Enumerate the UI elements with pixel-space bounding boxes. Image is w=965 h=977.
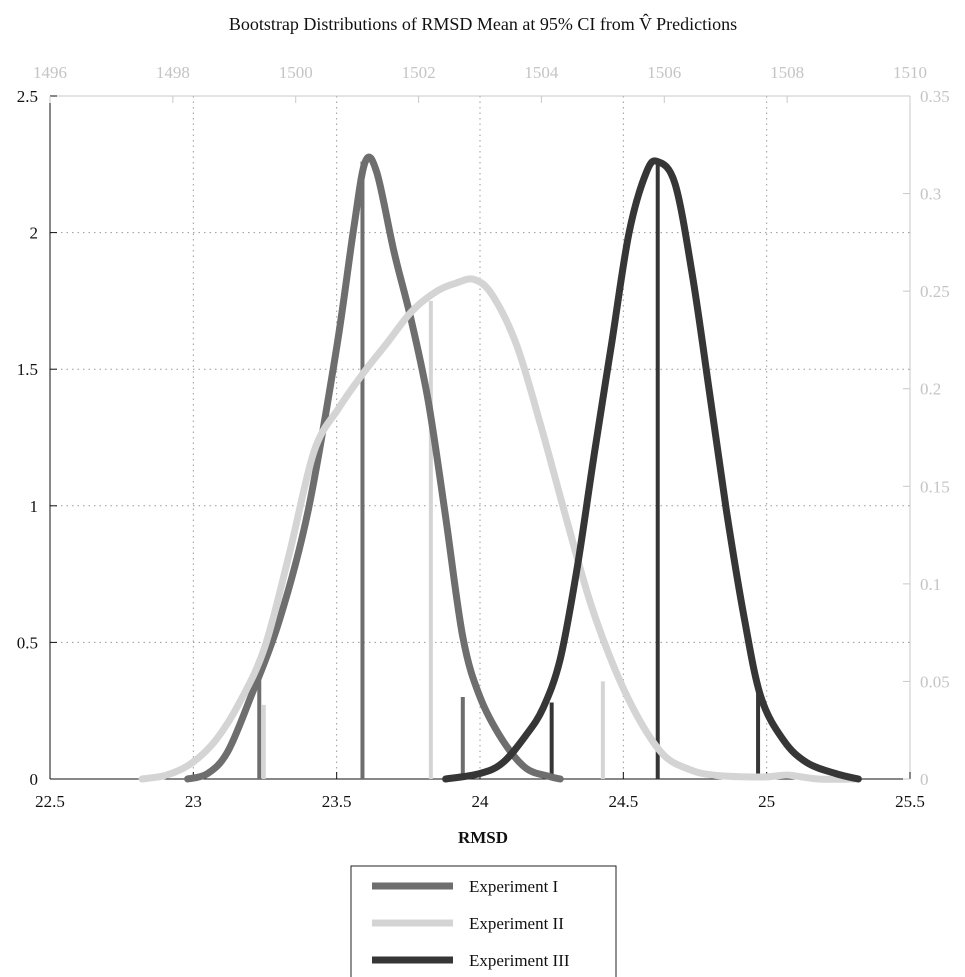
x2-tick-label-7: 1510 xyxy=(893,63,927,82)
y2-tick-label-5: 0.25 xyxy=(920,282,950,301)
grid xyxy=(50,96,910,779)
y-tick-label-2: 1 xyxy=(30,497,39,516)
y-tick-label-0: 0 xyxy=(30,770,39,789)
y2-tick-label-0: 0 xyxy=(920,770,929,789)
y-tick-label-3: 1.5 xyxy=(17,360,38,379)
x-tick-label-5: 25 xyxy=(758,792,775,811)
x-tick-label-3: 24 xyxy=(472,792,490,811)
x-tick-label-6: 25.5 xyxy=(895,792,925,811)
x2-tick-label-2: 1500 xyxy=(279,63,313,82)
x-tick-label-2: 23.5 xyxy=(322,792,352,811)
x-axis-label: RMSD xyxy=(458,828,508,847)
y-tick-label-1: 0.5 xyxy=(17,633,38,652)
series-curve-2 xyxy=(138,275,859,783)
x2-tick-label-6: 1508 xyxy=(770,63,804,82)
x-tick-label-1: 23 xyxy=(185,792,202,811)
legend: Experiment I Experiment II Experiment III xyxy=(350,865,617,977)
x-tick-label-4: 24.5 xyxy=(608,792,638,811)
y2-tick-label-7: 0.35 xyxy=(920,87,950,106)
legend-label-1: Experiment I xyxy=(469,877,559,896)
x-tick-label-0: 22.5 xyxy=(35,792,65,811)
x2-tick-label-1: 1498 xyxy=(156,63,190,82)
y2-tick-label-2: 0.1 xyxy=(920,575,941,594)
y2-tick-label-6: 0.3 xyxy=(920,185,941,204)
series-curves xyxy=(138,153,862,783)
chart-title: Bootstrap Distributions of RMSD Mean at … xyxy=(229,14,737,34)
y2-tick-label-4: 0.2 xyxy=(920,380,941,399)
legend-label-2: Experiment II xyxy=(469,914,564,933)
y-tick-label-5: 2.5 xyxy=(17,87,38,106)
y-tick-label-4: 2 xyxy=(30,224,39,243)
x2-tick-label-0: 1496 xyxy=(33,63,67,82)
series-curve-3 xyxy=(442,157,862,783)
series-curve-1 xyxy=(184,153,564,783)
legend-label-3: Experiment III xyxy=(469,951,570,970)
x2-tick-label-3: 1502 xyxy=(402,63,436,82)
x2-tick-label-5: 1506 xyxy=(647,63,681,82)
x2-tick-label-4: 1504 xyxy=(524,63,559,82)
y2-tick-label-1: 0.05 xyxy=(920,672,950,691)
y2-tick-label-3: 0.15 xyxy=(920,477,950,496)
